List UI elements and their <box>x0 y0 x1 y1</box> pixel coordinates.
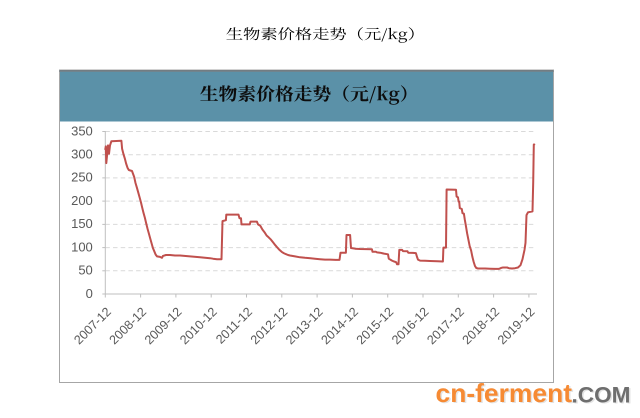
svg-text:cn-ferment: cn-ferment <box>436 378 573 408</box>
svg-text:200: 200 <box>71 193 93 208</box>
svg-text:cn-ferment: cn-ferment <box>437 379 574 409</box>
svg-text:150: 150 <box>71 216 93 231</box>
svg-text:100: 100 <box>71 239 93 254</box>
svg-text:50: 50 <box>78 263 92 278</box>
svg-text:0: 0 <box>86 286 93 301</box>
svg-text:350: 350 <box>71 123 93 138</box>
svg-text:.COM: .COM <box>572 382 631 407</box>
svg-text:250: 250 <box>71 170 93 185</box>
svg-text:.COM: .COM <box>573 384 632 409</box>
svg-text:300: 300 <box>71 147 93 162</box>
